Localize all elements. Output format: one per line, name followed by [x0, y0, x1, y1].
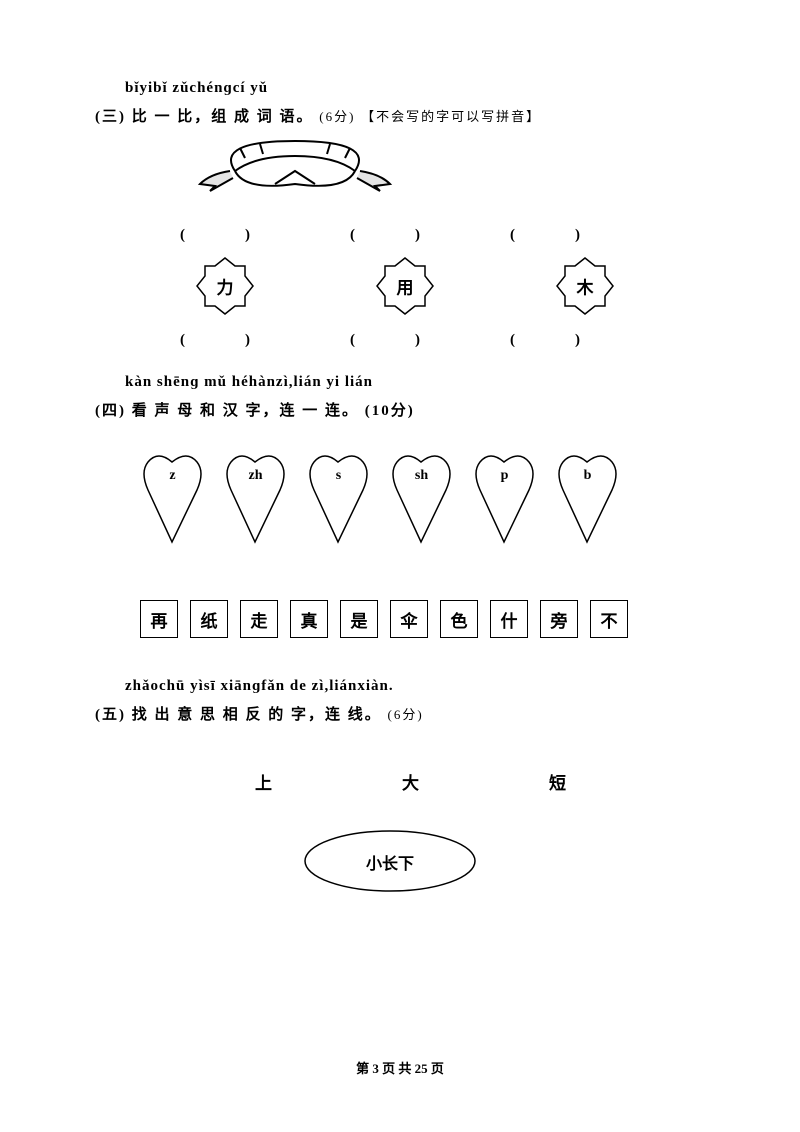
paren-row-top: ( ) ( ) ( ) [95, 223, 705, 244]
char-box-9: 旁 [540, 600, 578, 638]
paren-blank: ( ) [510, 328, 580, 349]
paren-row-bottom: ( ) ( ) ( ) [95, 328, 705, 349]
char-boxes-row: 再 纸 走 真 是 伞 色 什 旁 不 [140, 600, 705, 638]
lotus-decoration [185, 136, 705, 211]
char-box-10: 不 [590, 600, 628, 638]
section-3-points: (6分) [319, 109, 355, 124]
char-box-4: 真 [290, 600, 328, 638]
char-box-1: 再 [140, 600, 178, 638]
antonym-char-2: 大 [402, 769, 419, 794]
heart-label-2: zh [249, 468, 263, 484]
section-3-pinyin: bǐyibǐ zǔchénɡcí yǔ [125, 80, 705, 97]
antonym-top-row: 上 大 短 [255, 769, 705, 794]
star-char-1: 力 [217, 274, 234, 299]
oval-text: 小长下 [366, 850, 414, 874]
paren-blank: ( ) [180, 328, 250, 349]
section-4-points: (10分) [365, 403, 415, 419]
char-box-7: 色 [440, 600, 478, 638]
heart-1: z [140, 450, 205, 545]
antonym-char-1: 上 [255, 769, 272, 794]
section-3-note: 【不会写的字可以写拼音】 [361, 109, 541, 124]
heart-4: sh [389, 450, 454, 545]
section-4-pinyin: kàn shēnɡ mǔ héhànzì,lián yi lián [125, 374, 705, 391]
antonym-char-3: 短 [549, 769, 566, 794]
section-5-points: (6分) [388, 707, 424, 722]
star-3: 木 [555, 256, 615, 316]
section-5-title: (五) 找 出 意 思 相 反 的 字，连 线。 (6分) [95, 703, 705, 724]
star-char-3: 木 [577, 274, 594, 299]
hearts-row: z zh s sh p b [140, 450, 705, 545]
heart-label-5: p [501, 468, 509, 484]
char-box-3: 走 [240, 600, 278, 638]
paren-blank: ( ) [350, 223, 420, 244]
heart-label-6: b [584, 468, 592, 484]
section-5-pinyin: zhǎochū yìsī xiānɡfǎn de zì,liánxiàn. [125, 678, 705, 695]
section-3-title-text: (三) 比 一 比，组 成 词 语。 [95, 109, 314, 125]
section-4-title: (四) 看 声 母 和 汉 字，连 一 连。 (10分) [95, 399, 705, 420]
section-4-title-text: (四) 看 声 母 和 汉 字，连 一 连。 [95, 403, 359, 419]
section-5: zhǎochū yìsī xiānɡfǎn de zì,liánxiàn. (五… [95, 678, 705, 894]
char-box-5: 是 [340, 600, 378, 638]
section-3: bǐyibǐ zǔchénɡcí yǔ (三) 比 一 比，组 成 词 语。 (… [95, 80, 705, 349]
star-2: 用 [375, 256, 435, 316]
heart-5: p [472, 450, 537, 545]
char-box-2: 纸 [190, 600, 228, 638]
paren-blank: ( ) [510, 223, 580, 244]
page-footer: 第 3 页 共 25 页 [356, 1058, 444, 1077]
heart-3: s [306, 450, 371, 545]
heart-label-1: z [169, 468, 175, 484]
section-3-title: (三) 比 一 比，组 成 词 语。 (6分) 【不会写的字可以写拼音】 [95, 105, 705, 126]
section-4: kàn shēnɡ mǔ héhànzì,lián yi lián (四) 看 … [95, 374, 705, 638]
char-box-8: 什 [490, 600, 528, 638]
paren-blank: ( ) [350, 328, 420, 349]
paren-blank: ( ) [180, 223, 250, 244]
star-row: 力 用 木 [95, 256, 705, 316]
heart-2: zh [223, 450, 288, 545]
star-char-2: 用 [397, 274, 414, 299]
char-box-6: 伞 [390, 600, 428, 638]
section-5-title-text: (五) 找 出 意 思 相 反 的 字，连 线。 [95, 707, 382, 723]
heart-6: b [555, 450, 620, 545]
heart-label-3: s [336, 468, 341, 484]
star-1: 力 [195, 256, 255, 316]
heart-label-4: sh [415, 468, 428, 484]
oval-container: 小长下 [300, 829, 480, 894]
